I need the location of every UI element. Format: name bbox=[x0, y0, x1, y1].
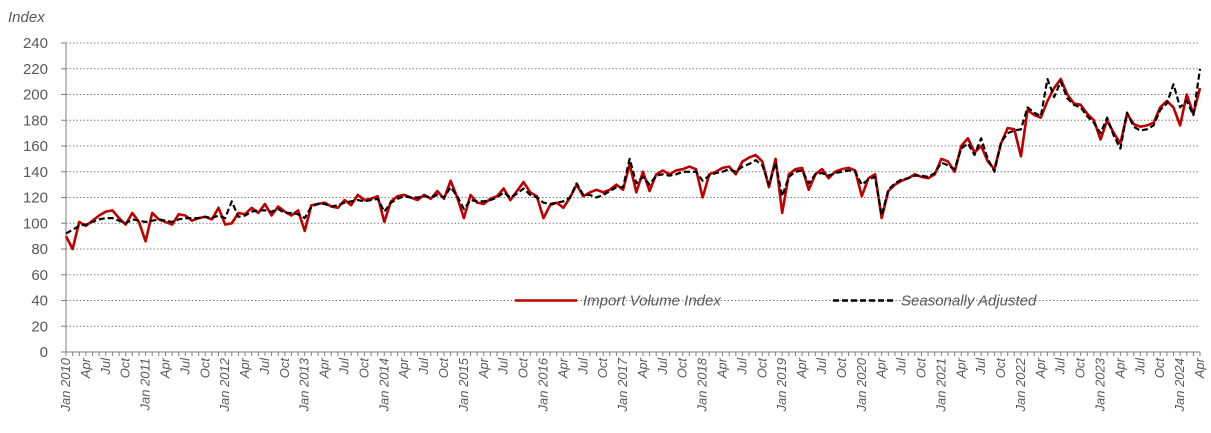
x-tick-label: Jan 2021 bbox=[933, 358, 948, 413]
x-tick-label: Jan 2017 bbox=[615, 357, 630, 412]
x-tick-label: Jan 2016 bbox=[535, 357, 550, 412]
x-tick-label: Jan 2020 bbox=[854, 357, 869, 412]
y-tick-label: 80 bbox=[31, 241, 48, 258]
x-tick-label: Jan 2018 bbox=[695, 357, 710, 412]
x-tick-label: Apr bbox=[635, 357, 650, 379]
x-tick-label: Apr bbox=[1112, 357, 1127, 379]
x-tick-label: Apr bbox=[794, 357, 809, 379]
x-tick-label: Jul bbox=[575, 357, 590, 376]
x-tick-label: Oct bbox=[754, 357, 769, 379]
x-tick-label: Apr bbox=[874, 357, 889, 379]
x-tick-label: Oct bbox=[118, 357, 133, 379]
x-tick-label: Apr bbox=[237, 357, 252, 379]
x-tick-label: Jul bbox=[1053, 357, 1068, 376]
x-tick-label: Oct bbox=[675, 357, 690, 379]
y-tick-label: 20 bbox=[31, 318, 48, 335]
x-tick-label: Jan 2014 bbox=[376, 358, 391, 413]
legend-label: Import Volume Index bbox=[583, 293, 721, 310]
x-tick-label: Jul bbox=[337, 357, 352, 376]
x-tick-label: Jul bbox=[1132, 357, 1147, 376]
x-tick-label: Jan 2024 bbox=[1172, 358, 1187, 413]
x-tick-label: Jan 2010 bbox=[58, 357, 73, 412]
x-tick-label: Oct bbox=[834, 357, 849, 379]
x-tick-label: Apr bbox=[396, 357, 411, 379]
x-tick-label: Jul bbox=[257, 357, 272, 376]
x-tick-label: Jan 2019 bbox=[774, 358, 789, 413]
x-tick-label: Jul bbox=[177, 357, 192, 376]
x-tick-label: Apr bbox=[157, 357, 172, 379]
x-tick-label: Apr bbox=[317, 357, 332, 379]
x-tick-label: Apr bbox=[715, 357, 730, 379]
y-tick-label: 220 bbox=[23, 61, 48, 78]
x-tick-label: Oct bbox=[436, 357, 451, 379]
y-tick-label: 160 bbox=[23, 138, 48, 155]
x-tick-label: Apr bbox=[78, 357, 93, 379]
x-tick-label: Jul bbox=[814, 357, 829, 376]
x-tick-label: Jan 2015 bbox=[456, 357, 471, 412]
x-tick-label: Oct bbox=[197, 357, 212, 379]
x-tick-label: Apr bbox=[1192, 357, 1207, 379]
x-tick-label: Oct bbox=[913, 357, 928, 379]
x-tick-label: Jan 2013 bbox=[297, 357, 312, 412]
x-tick-label: Jan 2012 bbox=[217, 357, 232, 412]
x-tick-label: Jan 2022 bbox=[1013, 357, 1028, 412]
x-tick-label: Apr bbox=[953, 357, 968, 379]
x-tick-label: Oct bbox=[993, 357, 1008, 379]
y-tick-label: 140 bbox=[23, 164, 48, 181]
x-tick-label: Oct bbox=[1073, 357, 1088, 379]
series-line bbox=[65, 68, 1202, 235]
x-tick-label: Jan 2023 bbox=[1093, 357, 1108, 412]
x-tick-label: Jul bbox=[655, 357, 670, 376]
x-tick-label: Oct bbox=[595, 357, 610, 379]
x-tick-label: Jul bbox=[973, 357, 988, 376]
y-tick-label: 40 bbox=[31, 293, 48, 310]
x-tick-label: Jan 2011 bbox=[138, 358, 153, 412]
legend-label: Seasonally Adjusted bbox=[901, 293, 1037, 310]
x-tick-label: Oct bbox=[516, 357, 531, 379]
y-tick-label: 200 bbox=[23, 87, 48, 104]
x-tick-label: Oct bbox=[356, 357, 371, 379]
x-tick-label: Jul bbox=[98, 357, 113, 376]
y-tick-label: 60 bbox=[31, 267, 48, 284]
x-tick-label: Jul bbox=[734, 357, 749, 376]
x-tick-label: Jul bbox=[416, 357, 431, 376]
x-tick-label: Jul bbox=[496, 357, 511, 376]
y-tick-label: 180 bbox=[23, 112, 48, 129]
x-tick-label: Apr bbox=[555, 357, 570, 379]
y-tick-label: 0 bbox=[40, 344, 48, 361]
x-tick-label: Oct bbox=[277, 357, 292, 379]
y-tick-label: 100 bbox=[23, 215, 48, 232]
x-tick-label: Apr bbox=[476, 357, 491, 379]
y-tick-label: 120 bbox=[23, 190, 48, 207]
x-tick-label: Jul bbox=[894, 357, 909, 376]
y-tick-label: 240 bbox=[23, 35, 48, 52]
x-tick-label: Oct bbox=[1152, 357, 1167, 379]
x-tick-label: Apr bbox=[1033, 357, 1048, 379]
y-axis-title: Index bbox=[8, 9, 45, 26]
